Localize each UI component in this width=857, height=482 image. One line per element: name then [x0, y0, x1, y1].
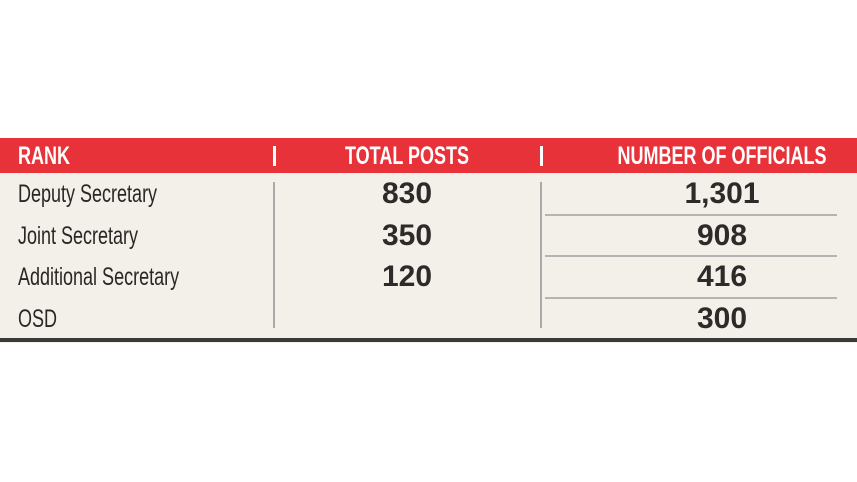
- rank-cell: OSD: [18, 305, 58, 333]
- officials-cell: 908: [696, 219, 748, 252]
- officials-cell: 416: [696, 260, 748, 293]
- rank-cell: Deputy Secretary: [18, 180, 158, 208]
- table-header: RANK TOTAL POSTS NUMBER OF OFFICIALS: [0, 138, 857, 173]
- total-posts-cell: 830: [381, 177, 433, 210]
- row-divider: [545, 255, 837, 257]
- table-row: Additional Secretary 120 416: [0, 257, 857, 298]
- table-row: Deputy Secretary 830 1,301: [0, 174, 857, 215]
- row-divider: [545, 214, 837, 216]
- table-row: OSD 300: [0, 299, 857, 340]
- rank-cell: Joint Secretary: [18, 222, 139, 250]
- header-total-posts: TOTAL POSTS: [344, 142, 470, 170]
- officials-cell: 300: [696, 302, 748, 335]
- header-divider: [273, 146, 276, 166]
- table-row: Joint Secretary 350 908: [0, 216, 857, 257]
- column-divider: [273, 182, 275, 328]
- rank-posts-table: RANK TOTAL POSTS NUMBER OF OFFICIALS Dep…: [0, 138, 857, 343]
- column-divider: [540, 182, 542, 328]
- header-divider: [540, 146, 543, 166]
- officials-cell: 1,301: [684, 177, 760, 210]
- table-bottom-rule: [0, 338, 857, 342]
- header-number-of-officials: NUMBER OF OFFICIALS: [617, 142, 827, 170]
- header-rank: RANK: [18, 142, 70, 170]
- total-posts-cell: 120: [381, 260, 433, 293]
- total-posts-cell: 350: [381, 219, 433, 252]
- row-divider: [545, 297, 837, 299]
- rank-cell: Additional Secretary: [18, 263, 180, 291]
